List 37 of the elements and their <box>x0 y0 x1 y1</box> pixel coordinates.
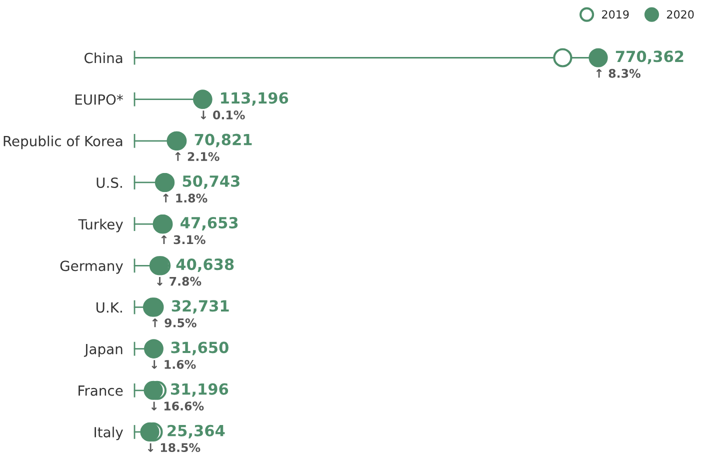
annotation: ↓ 18.5% <box>148 443 200 452</box>
annotation: ↓ 1.6% <box>152 360 196 369</box>
annotation: ↑ 9.5% <box>152 318 196 328</box>
annotation: ↑ 3.1% <box>161 235 206 244</box>
y-tick-label: Germany <box>60 260 123 274</box>
y-tick-label: Republic of Korea <box>4 136 122 150</box>
data-label: 113,196 <box>221 92 288 106</box>
legend-label: 2020 <box>666 10 694 19</box>
data-label: 32,731 <box>172 300 229 314</box>
data-label: 770,362 <box>616 50 684 64</box>
annotation: ↓ 0.1% <box>200 110 245 120</box>
data-label: 31,196 <box>170 383 228 397</box>
point <box>553 48 572 68</box>
point <box>588 48 608 68</box>
annotation: ↑ 1.8% <box>163 194 208 203</box>
point <box>144 380 163 400</box>
data-label: 47,653 <box>180 216 238 230</box>
y-tick-label: EUIPO* <box>75 94 123 105</box>
data-label: 40,638 <box>176 258 234 272</box>
data-label: 70,821 <box>194 134 252 148</box>
y-tick-label: U.K. <box>96 302 122 313</box>
data-label: 50,743 <box>182 175 240 189</box>
data-label: 31,650 <box>171 342 228 356</box>
y-tick-label: China <box>84 52 122 64</box>
y-tick-label: Turkey <box>78 218 123 232</box>
annotation: ↑ 2.1% <box>175 152 220 161</box>
annotation: ↑ 8.3% <box>596 68 640 78</box>
legend-label: 2019 <box>602 10 629 19</box>
point <box>140 422 160 442</box>
y-tick-label: Japan <box>84 344 122 357</box>
y-tick-label: France <box>78 386 123 396</box>
y-tick-label: U.S. <box>96 177 122 188</box>
annotation: ↓ 7.8% <box>157 276 202 286</box>
data-label: 25,364 <box>168 424 225 438</box>
y-tick-label: Italy <box>94 426 123 440</box>
annotation: ↓ 16.6% <box>151 402 204 410</box>
point <box>149 256 169 276</box>
